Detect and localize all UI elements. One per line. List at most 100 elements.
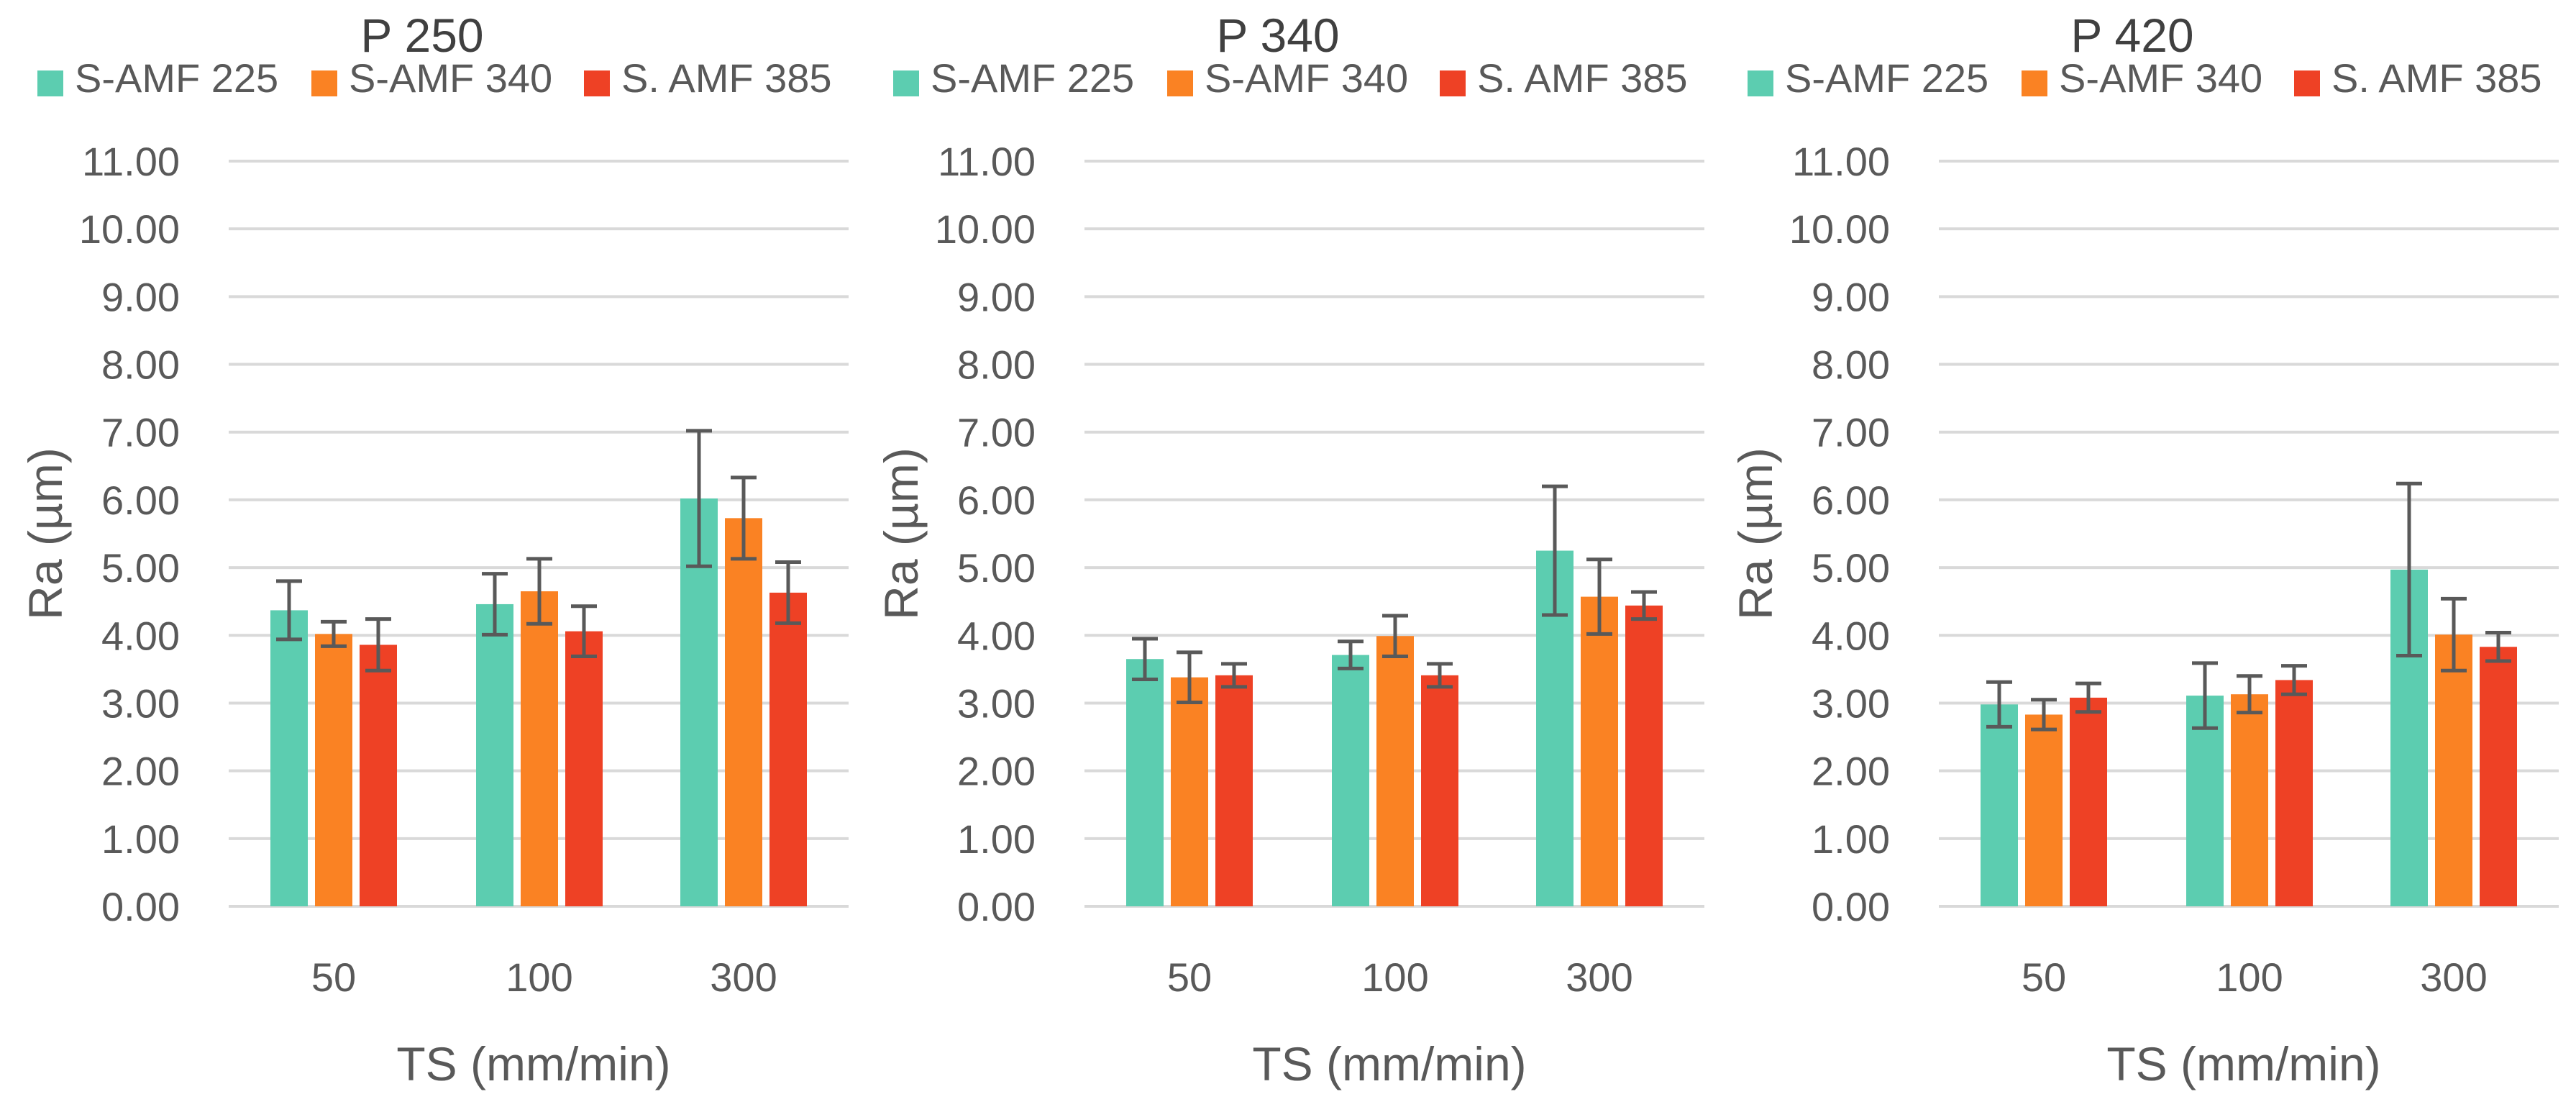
y-tick-label: 3.00 [1812,680,1890,726]
bar [2186,696,2224,906]
y-tick-label: 0.00 [101,884,180,929]
chart-panel: P 340 S-AMF 225 S-AMF 340 S. AMF 385 0.00 1.0… [874,9,1704,1090]
bar [360,644,397,906]
legend-swatch [1167,70,1193,96]
y-tick-label: 1.00 [957,816,1036,862]
y-tick-label: 2.00 [957,749,1036,794]
bar [1421,675,1458,906]
bar [2070,697,2107,906]
legend-swatch [311,70,337,96]
y-tick-label: 1.00 [1812,816,1890,862]
x-tick-label: 300 [2420,955,2487,1000]
y-tick-label: 4.00 [957,613,1036,658]
bar [1171,677,1208,906]
y-tick-label: 10.00 [1789,206,1890,252]
y-tick-label: 6.00 [957,478,1036,523]
chart-panel: P 250 S-AMF 225 S-AMF 340 S. AMF 385 0.00 1.0… [19,9,849,1090]
y-tick-label: 6.00 [1812,478,1890,523]
bar [1126,659,1164,906]
bar [565,631,603,906]
legend-label: S. AMF 385 [1477,55,1688,101]
legend-swatch [584,70,610,96]
legend-swatch [2294,70,2320,96]
x-tick-label: 100 [506,955,572,1000]
legend-label: S-AMF 225 [75,55,278,101]
y-tick-label: 0.00 [1812,884,1890,929]
bar [769,592,807,906]
bar [270,610,308,906]
y-tick-label: 11.00 [1792,139,1890,184]
bar [476,603,513,906]
y-tick-label: 11.00 [82,139,180,184]
bar [2480,647,2517,906]
legend-label: S. AMF 385 [621,55,832,101]
y-tick-label: 0.00 [957,884,1036,929]
y-tick-label: 10.00 [79,206,180,252]
x-axis-title: TS (mm/min) [396,1037,670,1090]
y-tick-label: 5.00 [957,545,1036,591]
y-tick-label: 3.00 [957,680,1036,726]
y-tick-label: 8.00 [101,342,180,388]
x-tick-label: 50 [1167,955,1212,1000]
y-tick-label: 9.00 [957,274,1036,319]
legend-label: S-AMF 340 [349,55,552,101]
x-tick-label: 300 [1566,955,1632,1000]
legend-swatch [1748,70,1773,96]
y-axis-title: Ra (µm) [1729,447,1782,620]
chart-title: P 250 [360,9,483,62]
legend-label: S-AMF 340 [2059,55,2262,101]
y-tick-label: 8.00 [1812,342,1890,388]
y-tick-label: 4.00 [1812,613,1890,658]
y-tick-label: 4.00 [101,613,180,658]
y-tick-label: 2.00 [101,749,180,794]
legend-swatch [37,70,63,96]
x-axis-title: TS (mm/min) [2106,1037,2380,1090]
bar [1376,636,1414,906]
legend-label: S-AMF 225 [931,55,1134,101]
bar [521,591,558,906]
bar [725,518,762,906]
x-tick-label: 300 [710,955,777,1000]
legend-label: S-AMF 225 [1785,55,1988,101]
bar [315,634,352,906]
y-tick-label: 5.00 [1812,545,1890,591]
y-tick-label: 5.00 [101,545,180,591]
y-tick-label: 10.00 [935,206,1036,252]
y-axis-title: Ra (µm) [874,447,928,620]
y-tick-label: 1.00 [101,816,180,862]
y-tick-label: 2.00 [1812,749,1890,794]
y-tick-label: 8.00 [957,342,1036,388]
bar [2231,694,2268,906]
bar [1981,704,2018,906]
y-tick-label: 7.00 [957,410,1036,455]
bar [1625,605,1663,906]
bar [2435,634,2472,906]
bar [2025,714,2063,906]
legend-swatch [893,70,919,96]
bar [1581,596,1618,906]
y-axis-title: Ra (µm) [19,447,72,620]
x-tick-label: 50 [311,955,356,1000]
x-tick-label: 50 [2022,955,2066,1000]
bar [2275,680,2313,906]
x-axis-title: TS (mm/min) [1252,1037,1526,1090]
bar [1332,655,1369,906]
y-tick-label: 3.00 [101,680,180,726]
legend-swatch [2022,70,2047,96]
y-tick-label: 6.00 [101,478,180,523]
x-tick-label: 100 [2216,955,2283,1000]
y-tick-label: 9.00 [101,274,180,319]
chart-title: P 340 [1216,9,1339,62]
legend-swatch [1440,70,1466,96]
y-tick-label: 9.00 [1812,274,1890,319]
chart-title: P 420 [2070,9,2193,62]
legend-label: S-AMF 340 [1205,55,1408,101]
x-tick-label: 100 [1361,955,1428,1000]
bar [1215,675,1253,906]
y-tick-label: 11.00 [938,139,1036,184]
y-tick-label: 7.00 [101,410,180,455]
y-tick-label: 7.00 [1812,410,1890,455]
chart-panel: P 420 S-AMF 225 S-AMF 340 S. AMF 385 0.00 1.0… [1729,9,2559,1090]
legend-label: S. AMF 385 [2331,55,2542,101]
